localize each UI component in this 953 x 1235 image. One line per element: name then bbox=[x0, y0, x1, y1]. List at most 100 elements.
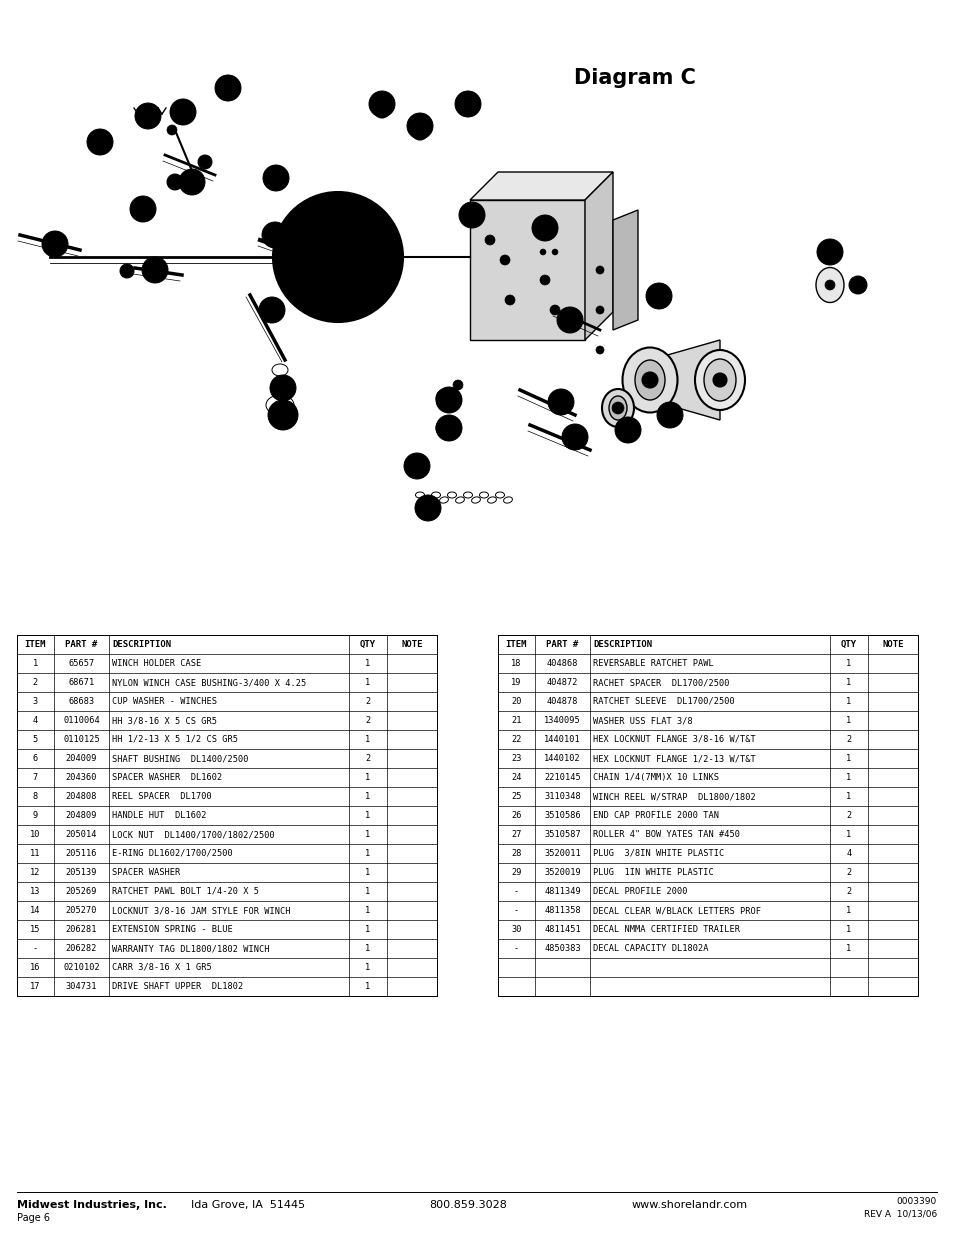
Circle shape bbox=[413, 457, 418, 463]
Circle shape bbox=[456, 383, 459, 387]
Text: DESCRIPTION: DESCRIPTION bbox=[112, 640, 171, 650]
Ellipse shape bbox=[622, 347, 677, 412]
Ellipse shape bbox=[431, 492, 440, 498]
Circle shape bbox=[412, 124, 428, 140]
Text: RATCHET PAWL BOLT 1/4-20 X 5: RATCHET PAWL BOLT 1/4-20 X 5 bbox=[112, 887, 258, 897]
Circle shape bbox=[552, 249, 558, 254]
Text: 0003390: 0003390 bbox=[896, 1198, 936, 1207]
Circle shape bbox=[439, 393, 450, 403]
Circle shape bbox=[561, 424, 587, 450]
Text: WINCH HOLDER CASE: WINCH HOLDER CASE bbox=[112, 659, 201, 668]
Text: 3510587: 3510587 bbox=[543, 830, 580, 839]
Circle shape bbox=[120, 264, 133, 278]
Circle shape bbox=[167, 125, 177, 135]
Text: 1: 1 bbox=[365, 811, 370, 820]
Circle shape bbox=[439, 424, 450, 433]
Circle shape bbox=[262, 222, 288, 248]
Circle shape bbox=[539, 249, 545, 254]
Text: 15: 15 bbox=[30, 925, 41, 934]
Text: NOTE: NOTE bbox=[882, 640, 902, 650]
Text: 304731: 304731 bbox=[66, 982, 97, 990]
Text: HEX LOCKNUT FLANGE 3/8-16 W/T&T: HEX LOCKNUT FLANGE 3/8-16 W/T&T bbox=[593, 735, 755, 743]
Text: 1: 1 bbox=[365, 944, 370, 953]
Circle shape bbox=[458, 203, 484, 228]
Text: 2210145: 2210145 bbox=[543, 773, 580, 782]
Polygon shape bbox=[470, 200, 584, 340]
Text: 2: 2 bbox=[365, 716, 370, 725]
Text: 2: 2 bbox=[32, 678, 38, 687]
Text: 1: 1 bbox=[365, 963, 370, 972]
Text: 205269: 205269 bbox=[66, 887, 97, 897]
Circle shape bbox=[539, 228, 545, 235]
Text: 12: 12 bbox=[30, 868, 41, 877]
Text: Diagram C: Diagram C bbox=[574, 68, 695, 88]
Text: 1: 1 bbox=[365, 659, 370, 668]
Text: 65657: 65657 bbox=[69, 659, 94, 668]
Text: 4811451: 4811451 bbox=[543, 925, 580, 934]
Text: REEL SPACER  DL1700: REEL SPACER DL1700 bbox=[112, 792, 212, 802]
Ellipse shape bbox=[608, 396, 626, 420]
Text: 23: 23 bbox=[511, 755, 521, 763]
Circle shape bbox=[179, 169, 205, 195]
Text: CUP WASHER - WINCHES: CUP WASHER - WINCHES bbox=[112, 697, 216, 706]
Ellipse shape bbox=[695, 350, 744, 410]
Text: 68671: 68671 bbox=[69, 678, 94, 687]
Text: 5: 5 bbox=[572, 432, 578, 441]
Circle shape bbox=[827, 283, 831, 287]
Text: 8: 8 bbox=[32, 792, 38, 802]
Text: QTY: QTY bbox=[840, 640, 856, 650]
Circle shape bbox=[273, 191, 402, 322]
Circle shape bbox=[436, 387, 461, 412]
Text: 25: 25 bbox=[511, 792, 521, 802]
Text: NOTE: NOTE bbox=[401, 640, 422, 650]
Ellipse shape bbox=[447, 492, 456, 498]
Text: 1: 1 bbox=[365, 868, 370, 877]
Circle shape bbox=[824, 280, 834, 290]
Text: 2: 2 bbox=[567, 315, 572, 325]
Circle shape bbox=[171, 178, 179, 186]
Text: 1: 1 bbox=[845, 755, 851, 763]
Bar bbox=[497, 635, 917, 995]
Text: 1: 1 bbox=[845, 773, 851, 782]
Text: 206281: 206281 bbox=[66, 925, 97, 934]
Polygon shape bbox=[613, 210, 638, 330]
Text: 1: 1 bbox=[845, 697, 851, 706]
Text: 12: 12 bbox=[375, 100, 387, 109]
Ellipse shape bbox=[479, 492, 488, 498]
Text: HH 3/8-16 X 5 CS GR5: HH 3/8-16 X 5 CS GR5 bbox=[112, 716, 216, 725]
Circle shape bbox=[202, 159, 208, 165]
Circle shape bbox=[130, 196, 156, 222]
Text: 13: 13 bbox=[50, 240, 61, 248]
Circle shape bbox=[416, 128, 423, 136]
Text: PART #: PART # bbox=[66, 640, 97, 650]
Circle shape bbox=[328, 247, 348, 267]
Text: 1: 1 bbox=[845, 830, 851, 839]
Text: E-RING DL1602/1700/2500: E-RING DL1602/1700/2500 bbox=[112, 848, 233, 858]
Circle shape bbox=[369, 91, 395, 117]
Polygon shape bbox=[649, 340, 720, 420]
Text: REVERSABLE RATCHET PAWL: REVERSABLE RATCHET PAWL bbox=[593, 659, 713, 668]
Circle shape bbox=[852, 280, 862, 290]
Circle shape bbox=[645, 283, 671, 309]
Circle shape bbox=[167, 174, 183, 190]
Text: 1: 1 bbox=[845, 925, 851, 934]
Text: 9: 9 bbox=[152, 266, 157, 274]
Circle shape bbox=[552, 308, 558, 312]
Circle shape bbox=[532, 215, 558, 241]
Text: 6: 6 bbox=[189, 178, 194, 186]
Circle shape bbox=[504, 295, 515, 305]
Circle shape bbox=[848, 275, 866, 294]
Text: 10: 10 bbox=[222, 84, 233, 93]
Text: 30: 30 bbox=[277, 410, 289, 420]
Text: WINCH REEL W/STRAP  DL1800/1802: WINCH REEL W/STRAP DL1800/1802 bbox=[593, 792, 755, 802]
Text: 14: 14 bbox=[30, 906, 41, 915]
Circle shape bbox=[377, 106, 386, 114]
Text: 1: 1 bbox=[845, 659, 851, 668]
Text: CARR 3/8-16 X 1 GR5: CARR 3/8-16 X 1 GR5 bbox=[112, 963, 212, 972]
Circle shape bbox=[612, 403, 623, 414]
Text: 11: 11 bbox=[270, 173, 281, 183]
Circle shape bbox=[407, 112, 433, 140]
Text: Midwest Industries, Inc.: Midwest Industries, Inc. bbox=[17, 1200, 167, 1210]
Text: 22: 22 bbox=[443, 395, 455, 405]
Circle shape bbox=[596, 306, 603, 314]
